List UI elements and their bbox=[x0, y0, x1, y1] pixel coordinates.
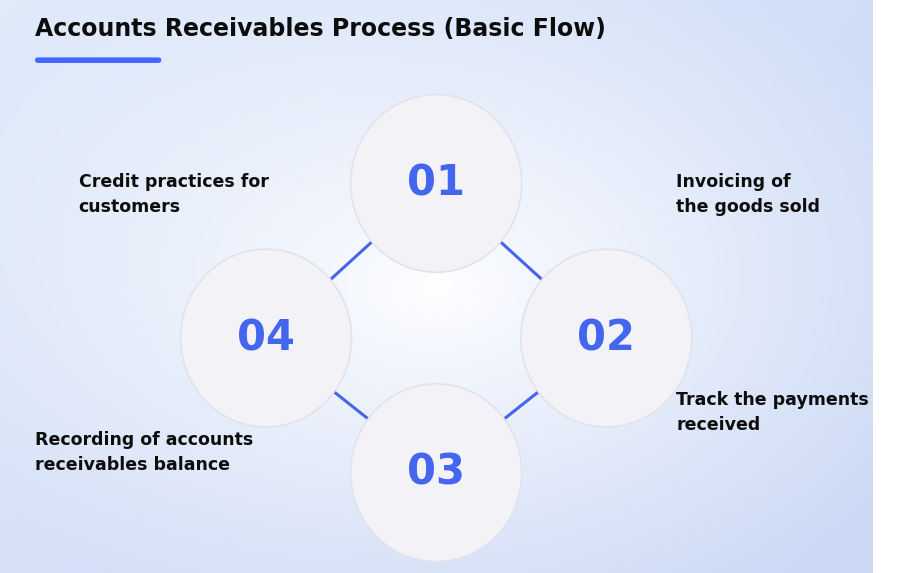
Text: 04: 04 bbox=[237, 317, 295, 359]
Text: 02: 02 bbox=[578, 317, 635, 359]
Text: Invoicing of
the goods sold: Invoicing of the goods sold bbox=[676, 173, 820, 217]
Text: Track the payments
received: Track the payments received bbox=[676, 391, 869, 434]
Ellipse shape bbox=[521, 249, 692, 427]
Ellipse shape bbox=[180, 249, 352, 427]
Ellipse shape bbox=[351, 95, 522, 272]
Text: Accounts Receivables Process (Basic Flow): Accounts Receivables Process (Basic Flow… bbox=[34, 17, 606, 41]
Text: Credit practices for
customers: Credit practices for customers bbox=[79, 173, 268, 217]
Text: Recording of accounts
receivables balance: Recording of accounts receivables balanc… bbox=[34, 431, 253, 474]
Text: 03: 03 bbox=[407, 452, 465, 494]
Ellipse shape bbox=[351, 384, 522, 562]
Text: 01: 01 bbox=[407, 162, 465, 205]
